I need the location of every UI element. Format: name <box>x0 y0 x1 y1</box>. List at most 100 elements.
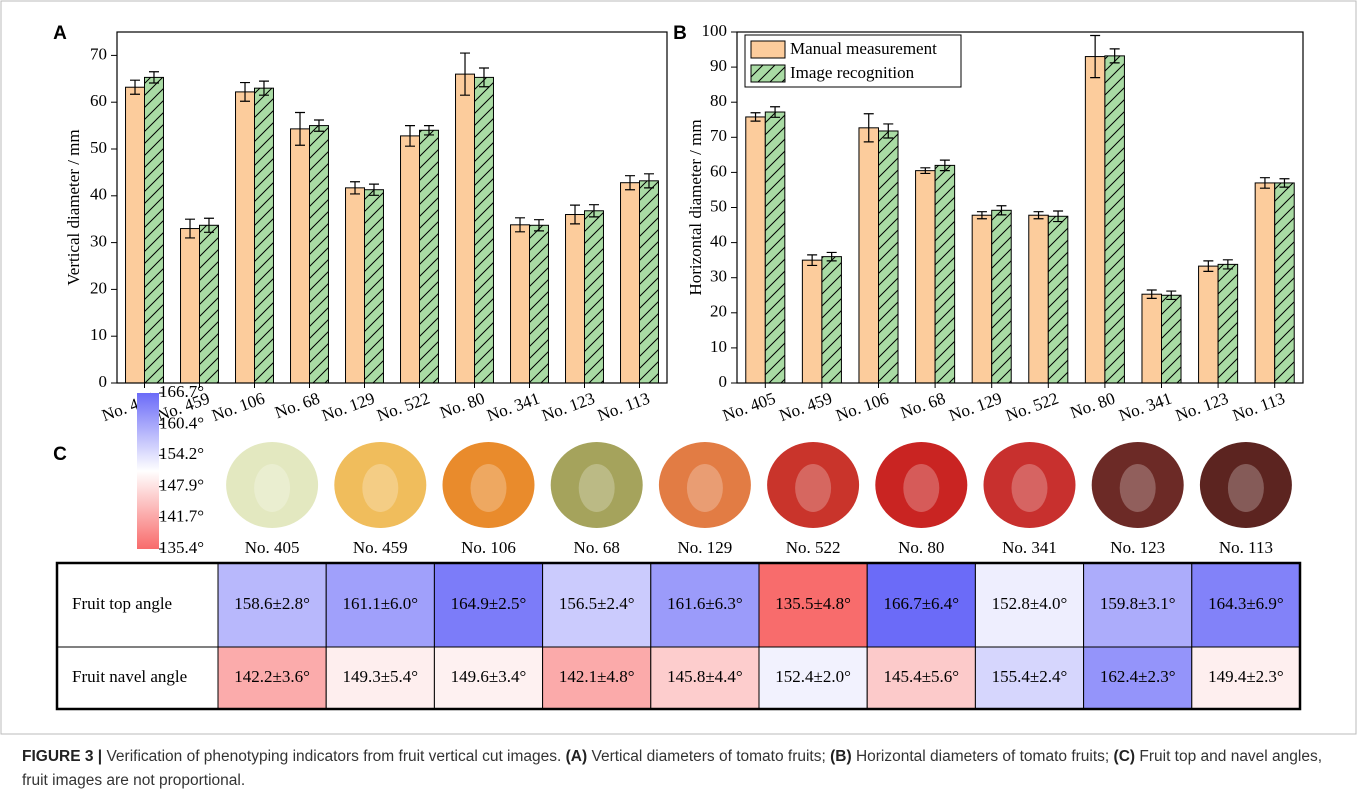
x-tick-label: No. 123 <box>1173 389 1231 426</box>
bar <box>992 210 1012 383</box>
bar <box>1255 183 1275 383</box>
x-tick-label: No. 68 <box>272 389 322 423</box>
cell-label: 164.9±2.5° <box>451 594 527 613</box>
y-tick-label: 0 <box>719 372 728 391</box>
x-tick-label: No. 80 <box>1068 389 1118 423</box>
x-tick-label: No. 459 <box>777 389 835 426</box>
fruit-core <box>1120 464 1156 512</box>
fruit-core <box>687 464 723 512</box>
fruit-core <box>1228 464 1264 512</box>
y-tick-label: 10 <box>90 325 107 344</box>
bar <box>145 77 164 383</box>
bar <box>1218 264 1238 383</box>
bar <box>640 181 659 383</box>
cell-label: 161.1±6.0° <box>342 594 418 613</box>
x-tick-label: No. 68 <box>898 389 948 423</box>
legend-label: Manual measurement <box>790 39 937 58</box>
bar <box>972 215 992 383</box>
caption-segment: FIGURE 3 | <box>22 748 102 765</box>
bar <box>621 183 640 383</box>
cell-label: 142.1±4.8° <box>559 667 635 686</box>
bar <box>401 136 420 383</box>
cell-label: 159.8±3.1° <box>1100 594 1176 613</box>
colorbar-tick-label: 141.7° <box>159 507 204 526</box>
y-tick-label: 30 <box>710 267 727 286</box>
y-tick-label: 60 <box>90 91 107 110</box>
y-tick-label: 90 <box>710 56 727 75</box>
x-tick-label: No. 405 <box>720 389 778 426</box>
cell-label: 152.4±2.0° <box>775 667 851 686</box>
colorbar-tick-label: 154.2° <box>159 444 204 463</box>
fruit-label: No. 405 <box>245 538 300 557</box>
y-tick-label: 80 <box>710 91 727 110</box>
x-tick-label: No. 522 <box>374 389 432 426</box>
cell-label: 155.4±2.4° <box>992 667 1068 686</box>
bar <box>1085 57 1105 383</box>
bar <box>1162 295 1182 383</box>
caption-segment: Vertical diameters of tomato fruits; <box>587 748 830 765</box>
fruit-core <box>903 464 939 512</box>
x-tick-label: No. 113 <box>595 389 652 425</box>
bar <box>1048 216 1068 383</box>
cell-label: 142.2±3.6° <box>234 667 310 686</box>
bar <box>585 211 604 383</box>
cell-label: 135.5±4.8° <box>775 594 851 613</box>
bar <box>765 112 785 383</box>
colorbar-tick-label: 160.4° <box>159 413 204 432</box>
y-tick-label: 30 <box>90 232 107 251</box>
bar <box>181 229 200 383</box>
colorbar-tick-label: 135.4° <box>159 538 204 557</box>
cell-label: 152.8±4.0° <box>992 594 1068 613</box>
y-tick-label: 40 <box>90 185 107 204</box>
x-tick-label: No. 341 <box>484 389 542 426</box>
legend-label: Image recognition <box>790 63 915 82</box>
fruit-label: No. 106 <box>461 538 516 557</box>
x-tick-label: No. 123 <box>539 389 597 426</box>
colorbar-tick-label: 147.9° <box>159 476 204 495</box>
fruit-label: No. 522 <box>786 538 841 557</box>
x-tick-label: No. 129 <box>319 389 377 426</box>
y-tick-label: 50 <box>710 196 727 215</box>
fruit-core <box>362 464 398 512</box>
figure: AVertical diameter / mm010203040506070No… <box>0 0 1357 804</box>
legend-swatch <box>751 65 785 82</box>
cell-label: 156.5±2.4° <box>559 594 635 613</box>
y-tick-label: 10 <box>710 337 727 356</box>
caption-segment: Verification of phenotyping indicators f… <box>102 748 566 765</box>
bar <box>1029 215 1049 383</box>
bar <box>511 225 530 383</box>
bar <box>566 215 585 383</box>
x-tick-label: No. 129 <box>946 389 1004 426</box>
bar <box>530 225 549 383</box>
bar <box>255 88 274 383</box>
y-tick-label: 20 <box>710 302 727 321</box>
bar <box>310 126 329 383</box>
bar <box>126 87 145 383</box>
y-tick-label: 100 <box>702 21 728 40</box>
bar <box>365 190 384 383</box>
cell-label: 158.6±2.8° <box>234 594 310 613</box>
x-tick-label: No. 106 <box>833 389 891 426</box>
y-tick-label: 40 <box>710 232 727 251</box>
bar <box>859 128 879 383</box>
bar <box>200 225 219 383</box>
page: {"chart_data": [ {"type": "bar", "panel"… <box>0 0 1357 804</box>
fruit-label: No. 68 <box>574 538 620 557</box>
fruit-label: No. 113 <box>1219 538 1273 557</box>
bar <box>236 92 255 383</box>
y-tick-label: 70 <box>90 44 107 63</box>
bar <box>822 257 842 383</box>
caption-segment: Horizontal diameters of tomato fruits; <box>852 748 1114 765</box>
bar <box>475 77 494 383</box>
bar <box>1275 183 1295 383</box>
bar <box>346 188 365 383</box>
fruit-label: No. 341 <box>1002 538 1057 557</box>
y-axis-label: Horizontal diameter / mm <box>686 119 705 295</box>
row-label: Fruit navel angle <box>72 667 187 686</box>
y-axis-label: Vertical diameter / mm <box>64 129 83 285</box>
bar <box>1105 56 1125 383</box>
row-label: Fruit top angle <box>72 594 172 613</box>
y-tick-label: 20 <box>90 278 107 297</box>
colorbar <box>137 393 159 549</box>
bar <box>746 117 766 383</box>
